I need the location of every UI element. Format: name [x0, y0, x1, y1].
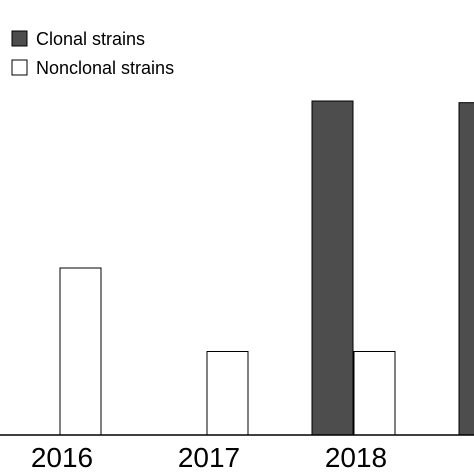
legend-label-clonal: Clonal strains — [36, 29, 145, 49]
x-tick-labels: 2016201720182 — [31, 442, 387, 473]
legend-swatch-clonal — [11, 30, 28, 47]
bar-clonal-2018 — [458, 102, 474, 436]
bar-clonal-2017 — [311, 100, 354, 436]
legend-swatch-nonclonal — [11, 59, 28, 76]
x-tick-label-2016: 2016 — [31, 442, 93, 473]
bar-nonclonal-2017 — [206, 351, 249, 436]
x-tick-label-2018: 2018 — [325, 442, 387, 473]
legend: Clonal strains Nonclonal strains — [11, 29, 174, 78]
legend-label-nonclonal: Nonclonal strains — [36, 58, 174, 78]
bars-group — [59, 100, 474, 436]
bar-nonclonal-2018 — [353, 351, 396, 436]
x-tick-label-2017: 2017 — [178, 442, 240, 473]
bar-nonclonal-2016 — [59, 267, 102, 436]
